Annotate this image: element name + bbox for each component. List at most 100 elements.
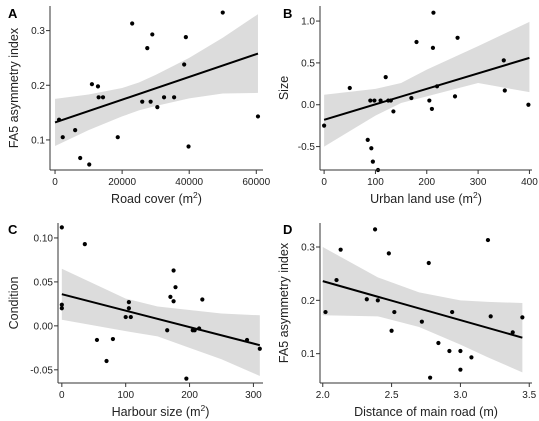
- y-tick-label: 0.5: [301, 58, 315, 69]
- data-point: [220, 10, 225, 15]
- data-point: [59, 302, 64, 307]
- data-point: [485, 237, 491, 243]
- x-axis-title-superscript: 2: [201, 403, 206, 413]
- y-tick-label: 0.0: [301, 100, 315, 111]
- x-tick-label: 100: [367, 177, 384, 188]
- x-tick-label: 300: [470, 177, 487, 188]
- x-tick-label: 0: [59, 390, 65, 401]
- x-tick-label: 0: [321, 177, 327, 188]
- data-point: [383, 75, 388, 80]
- data-point: [173, 285, 178, 290]
- data-point: [428, 375, 433, 380]
- data-point: [100, 95, 106, 100]
- panel-letter: A: [8, 6, 18, 21]
- data-point: [469, 355, 474, 360]
- data-point: [104, 358, 109, 364]
- y-axis-title: Condition: [7, 277, 21, 330]
- y-tick-label: 0.2: [31, 81, 45, 92]
- panel-a: A 0 20000 40000 60000 0.1 0.2 0.3 Road cover (m2…: [7, 6, 271, 206]
- data-point: [375, 298, 380, 303]
- panel-letter: D: [283, 222, 292, 237]
- x-tick-label: 3.5: [522, 390, 536, 401]
- x-tick-label: 2.0: [316, 390, 330, 401]
- data-point: [455, 35, 460, 40]
- y-tick-label: 0.10: [34, 233, 54, 244]
- data-point: [392, 309, 397, 315]
- data-point: [447, 348, 452, 354]
- data-point: [89, 82, 95, 87]
- panel-b: B 0 100 200 300 400 -0.5 0.0 0.5 1.0 Urban land us…: [277, 6, 538, 206]
- x-axis-title-text: Road cover (m: [111, 192, 193, 206]
- y-axis-title: Size: [277, 76, 291, 100]
- data-point: [186, 144, 191, 149]
- data-point: [171, 268, 176, 273]
- data-point: [110, 336, 116, 342]
- regression-line: [61, 293, 261, 347]
- data-point: [197, 326, 202, 331]
- data-point: [94, 337, 100, 343]
- data-point: [87, 162, 92, 167]
- x-axis-title-tail: ): [478, 192, 482, 206]
- panel-letter: B: [283, 6, 292, 21]
- y-tick-label: 0.1: [31, 135, 45, 146]
- x-tick-label: 200: [181, 390, 198, 401]
- data-point: [386, 251, 391, 256]
- x-axis-title: Urban land use (m2): [370, 190, 482, 206]
- data-point: [458, 367, 463, 372]
- x-axis-title: Distance of main road (m): [354, 405, 498, 419]
- x-tick-label: 3.0: [453, 390, 467, 401]
- data-point: [161, 95, 167, 100]
- data-point: [488, 314, 493, 319]
- data-point: [334, 277, 339, 283]
- data-point: [126, 300, 131, 305]
- y-tick-label: 1.0: [301, 17, 315, 28]
- panel-letter: C: [8, 222, 18, 237]
- x-axis-title: Road cover (m2): [111, 190, 202, 206]
- data-point: [414, 39, 419, 45]
- data-point: [155, 105, 160, 110]
- data-point: [192, 328, 197, 333]
- y-tick-label: 0.3: [301, 243, 315, 254]
- data-point: [434, 84, 440, 89]
- data-point: [372, 98, 377, 103]
- data-point: [172, 95, 177, 100]
- x-axis-title-text: Harbour size (m: [112, 405, 201, 419]
- x-tick-label: 100: [117, 390, 134, 401]
- data-point: [388, 98, 393, 103]
- data-point: [165, 328, 170, 333]
- data-point: [510, 330, 515, 335]
- data-point: [59, 225, 64, 230]
- data-point: [257, 346, 262, 351]
- x-axis-title-superscript: 2: [193, 190, 198, 200]
- data-point: [73, 127, 78, 133]
- data-point: [372, 227, 378, 232]
- data-point: [419, 319, 424, 324]
- x-axis-title-superscript: 2: [473, 190, 478, 200]
- data-point: [426, 260, 431, 266]
- y-axis-title: FA5 asymmetry index: [277, 242, 291, 363]
- data-point: [338, 247, 343, 252]
- x-tick-label: 40000: [175, 177, 203, 188]
- regression-line: [54, 52, 259, 124]
- data-point: [450, 309, 455, 315]
- confidence-band: [55, 14, 258, 146]
- panel-c: C 0 100 200 300 -0.05 0.00 0.05 0.10 Harbour size…: [7, 222, 263, 419]
- data-point: [78, 155, 83, 161]
- data-point: [244, 337, 250, 343]
- data-point: [429, 106, 435, 112]
- data-point: [520, 315, 525, 320]
- data-point: [368, 98, 373, 103]
- regression-line: [323, 56, 530, 121]
- data-point: [409, 95, 414, 101]
- x-tick-label: 400: [521, 177, 538, 188]
- data-point: [183, 35, 188, 40]
- data-point: [82, 241, 87, 247]
- y-tick-label: 0.2: [301, 296, 315, 307]
- data-point: [115, 135, 120, 140]
- data-point: [430, 45, 436, 50]
- data-point: [255, 114, 261, 119]
- data-point: [145, 45, 150, 51]
- x-tick-label: 20000: [108, 177, 136, 188]
- data-point: [370, 159, 375, 164]
